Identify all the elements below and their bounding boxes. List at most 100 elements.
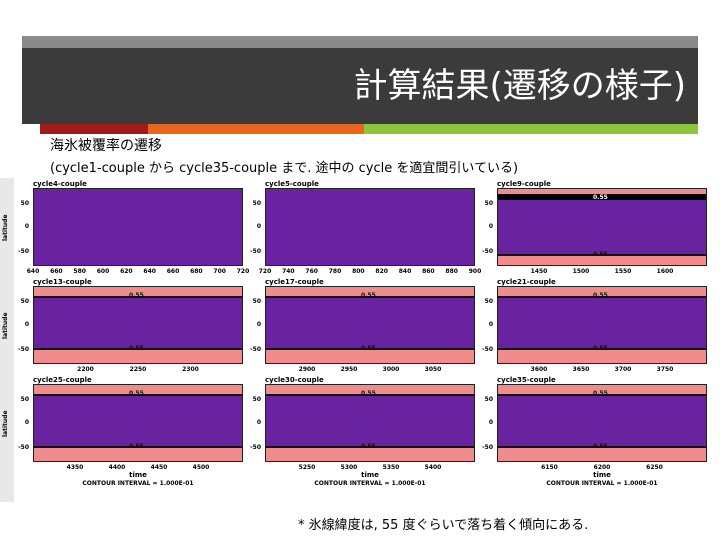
y-tick-label: 0: [24, 223, 29, 230]
contour-panel: 0.55 0.55: [497, 188, 707, 266]
x-tick-label: 1450: [530, 268, 548, 275]
x-tick-label: 5350: [382, 464, 400, 471]
x-tick-label: 3600: [530, 366, 548, 373]
x-axis-label: time: [129, 471, 147, 479]
x-tick-label: 3650: [572, 366, 590, 373]
x-tick-label: 720: [258, 268, 272, 275]
contour-panel: [33, 188, 243, 266]
accent-bar-red: [40, 124, 148, 134]
x-tick-label: 3000: [382, 366, 400, 373]
ice-line-north: [34, 296, 242, 298]
ice-line-north: [498, 194, 706, 200]
ice-line-south: [266, 446, 474, 448]
contour-value-label: 0.55: [129, 345, 144, 352]
panel-title: cycle4-couple: [33, 180, 87, 188]
y-tick-label: 0: [24, 321, 29, 328]
x-tick-label: 780: [328, 268, 342, 275]
ice-region-south: [266, 349, 474, 363]
contour-value-label: 0.55: [593, 443, 608, 450]
ice-region-south: [266, 447, 474, 461]
contour-panel: 0.55 0.55: [33, 384, 243, 462]
x-tick-label: 2900: [298, 366, 316, 373]
x-tick-label: 620: [120, 268, 133, 275]
x-tick-label: 840: [398, 268, 412, 275]
y-tick-label: 0: [256, 223, 261, 230]
panel-title: cycle13-couple: [33, 278, 92, 286]
contour-panel: [265, 188, 475, 266]
y-tick-label: 50: [252, 298, 261, 305]
panel-title: cycle35-couple: [497, 376, 556, 384]
contour-panel: 0.55 0.55: [497, 384, 707, 462]
ice-region-south: [34, 349, 242, 363]
ice-line-north: [498, 394, 706, 396]
panel-title: cycle30-couple: [265, 376, 324, 384]
panel-title: cycle25-couple: [33, 376, 92, 384]
y-tick-label: 0: [488, 419, 493, 426]
x-tick-label: 640: [143, 268, 156, 275]
ice-line-south: [34, 348, 242, 350]
slide-title: 計算結果(遷移の様子): [353, 66, 686, 106]
figure-left-strip: [0, 178, 14, 502]
y-tick-label: -50: [18, 248, 29, 255]
x-tick-label: 3050: [424, 366, 442, 373]
contour-interval-label: CONTOUR INTERVAL = 1.000E-01: [82, 480, 194, 487]
contour-interval-label: CONTOUR INTERVAL = 1.000E-01: [314, 480, 426, 487]
x-tick-label: 740: [282, 268, 295, 275]
x-tick-label: 6150: [541, 464, 558, 471]
y-tick-label: 0: [256, 321, 261, 328]
x-tick-label: 2200: [77, 366, 94, 373]
panel-title: cycle21-couple: [497, 278, 556, 286]
ice-region-south: [498, 447, 706, 461]
x-tick-label: 5400: [424, 464, 442, 471]
y-tick-label: 50: [484, 396, 493, 403]
x-tick-label: 2950: [340, 366, 358, 373]
x-tick-label: 5300: [340, 464, 358, 471]
x-tick-label: 3750: [656, 366, 674, 373]
contour-panel: 0.55 0.55: [265, 286, 475, 364]
y-tick-label: -50: [482, 444, 493, 451]
x-tick-label: 4450: [150, 464, 168, 471]
x-tick-label: 760: [305, 268, 318, 275]
ice-region-north: [34, 385, 242, 395]
title-band: [22, 48, 698, 124]
x-tick-label: 800: [352, 268, 365, 275]
x-tick-label: 860: [422, 268, 435, 275]
contour-value-label: 0.55: [593, 194, 608, 201]
ice-line-north: [266, 296, 474, 298]
x-tick-label: 1500: [572, 268, 590, 275]
y-tick-label: 0: [488, 321, 493, 328]
ice-region-south: [498, 349, 706, 363]
x-tick-label: 2300: [182, 366, 199, 373]
ice-region-north: [498, 385, 706, 395]
x-tick-label: 2250: [129, 366, 147, 373]
ice-region-north: [498, 189, 706, 194]
y-tick-label: -50: [482, 346, 493, 353]
panel-title: cycle9-couple: [497, 180, 551, 188]
contour-value-label: 0.55: [361, 292, 376, 299]
x-tick-label: 3700: [614, 366, 632, 373]
x-axis-label: time: [361, 471, 379, 479]
x-tick-label: 4500: [192, 464, 210, 471]
x-tick-label: 1600: [656, 268, 674, 275]
panel-title: cycle17-couple: [265, 278, 324, 286]
x-tick-label: 880: [445, 268, 458, 275]
contour-value-label: 0.55: [361, 390, 376, 397]
x-tick-label: 600: [96, 268, 110, 275]
x-tick-label: 6250: [646, 464, 663, 471]
footnote: * 氷線緯度は, 55 度ぐらいで落ち着く傾向にある.: [298, 518, 589, 533]
ice-region-north: [266, 385, 474, 395]
y-tick-label: -50: [482, 248, 493, 255]
ice-line-south: [498, 348, 706, 350]
ice-region-south: [498, 255, 706, 265]
y-tick-label: 50: [20, 396, 29, 403]
x-tick-label: 6200: [593, 464, 611, 471]
x-tick-label: 5250: [298, 464, 316, 471]
y-tick-label: 50: [252, 396, 261, 403]
ice-line-north: [498, 296, 706, 298]
y-tick-label: -50: [250, 346, 261, 353]
x-tick-label: 640: [26, 268, 40, 275]
title-top-line: [22, 36, 698, 48]
subtitle-line-1: 海氷被覆率の遷移: [50, 138, 162, 154]
contour-value-label: 0.55: [593, 390, 608, 397]
